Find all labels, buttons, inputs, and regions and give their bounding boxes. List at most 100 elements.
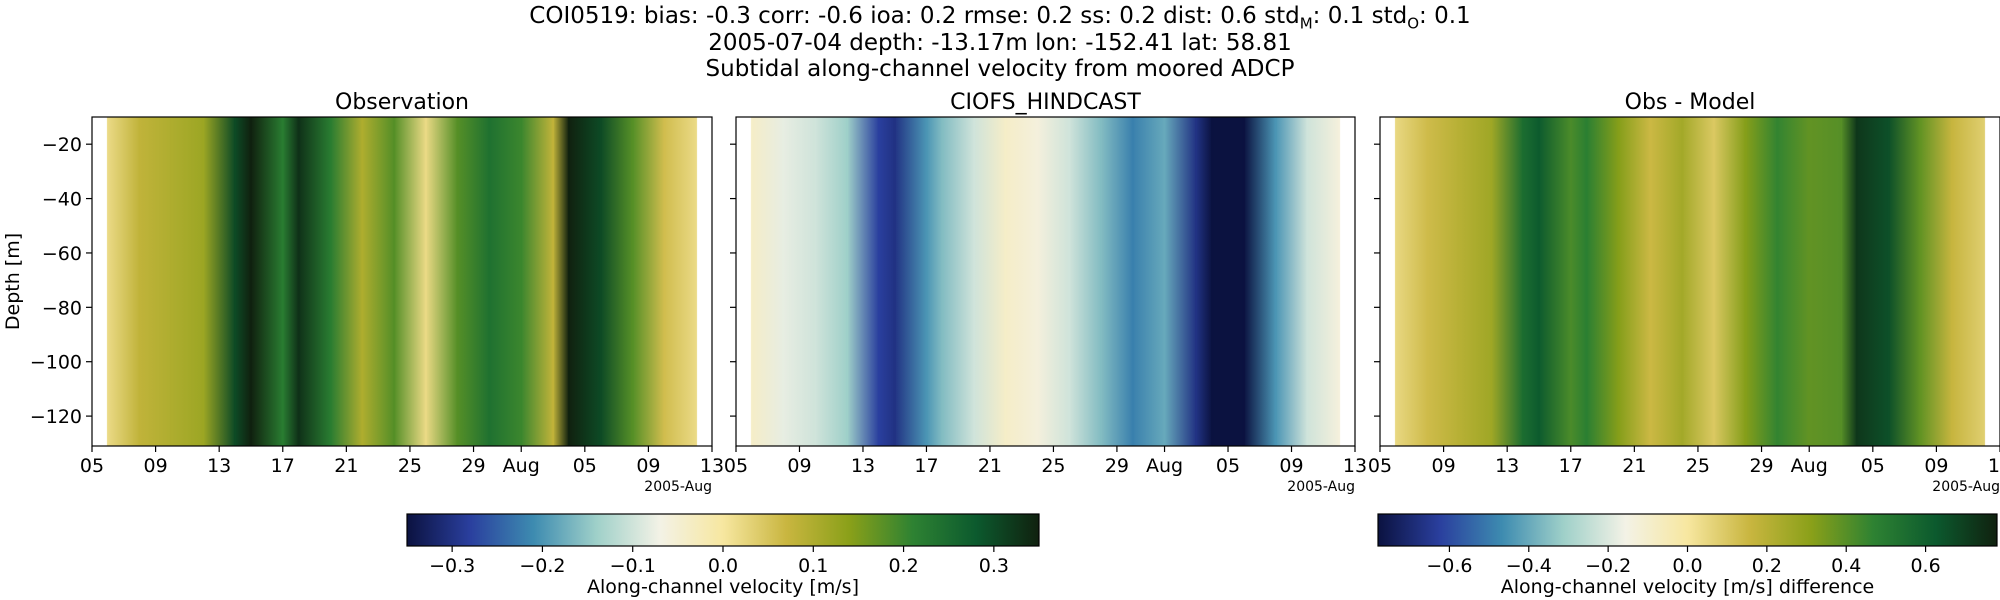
y-tick-label: −60: [42, 243, 82, 265]
heatmap-profile: [750, 117, 753, 446]
heatmap-profile: [138, 117, 141, 446]
x-tick-label: 13: [700, 455, 724, 477]
heatmap-profile: [1036, 117, 1039, 446]
heatmap-profile: [877, 117, 880, 446]
heatmap-profile: [1983, 117, 1986, 446]
x-tick-label: 13: [1988, 455, 2000, 477]
y-axis-label: Depth [m]: [2, 233, 24, 330]
title-std-subscript: M: [1299, 14, 1313, 33]
panel-difference: Obs - Model 05 09 13 17 21 25 29 Aug 05 09 13 2005-A…: [1368, 90, 2000, 495]
heatmap-profile: [1776, 117, 1779, 446]
colorbar-velocity: −0.3 −0.2 −0.1 0.0 0.1 0.2 0.3 Along-channel ve…: [406, 513, 1040, 598]
heatmap-profile: [1887, 117, 1890, 446]
x-tick-label: 09: [787, 455, 811, 477]
heatmap-profile: [297, 117, 300, 446]
colorbar-scale: [406, 513, 1040, 547]
heatmap-profile: [106, 117, 109, 446]
x-tick-label: 13: [1495, 455, 1519, 477]
heatmap-profile: [1712, 117, 1715, 446]
heatmap-profile: [1426, 117, 1429, 446]
colorbar-scale: [1377, 513, 1998, 547]
panel-title: Observation: [335, 90, 469, 115]
x-tick-label: 21: [1622, 455, 1646, 477]
x-tick-label: 13: [207, 455, 231, 477]
heatmap-profile: [599, 117, 602, 446]
heatmap-profile: [1394, 117, 1397, 446]
heatmap-profile: [1744, 117, 1747, 446]
x-tick-label: 05: [724, 455, 748, 477]
colorbar-tick-label: 0.0: [1672, 555, 1702, 577]
heatmap-field: [751, 117, 1340, 446]
x-tick-label: 09: [636, 455, 660, 477]
x-offset-label: 2005-Aug: [1932, 479, 2000, 495]
x-tick-label: 29: [1749, 455, 1773, 477]
heatmap-profile: [1306, 117, 1309, 446]
x-tick-label: 09: [143, 455, 167, 477]
colorbar-tick-label: −0.2: [1585, 555, 1631, 577]
heatmap-profile: [1585, 117, 1588, 446]
heatmap-profile: [1274, 117, 1277, 446]
heatmap-profile: [361, 117, 364, 446]
x-tick-label: Aug: [1146, 455, 1183, 477]
x-tick-label: 13: [1343, 455, 1367, 477]
heatmap-profile: [1522, 117, 1525, 446]
x-tick-label: 29: [461, 455, 485, 477]
heatmap-profile: [329, 117, 332, 446]
heatmap-profile: [1490, 117, 1493, 446]
colorbar-tick-label: 0.0: [708, 555, 738, 577]
x-tick-label: 17: [271, 455, 295, 477]
panel-title: Obs - Model: [1625, 90, 1756, 115]
title-metrics-text: COI0519: bias: -0.3 corr: -0.6 ioa: 0.2 …: [529, 3, 1300, 29]
heatmap-profile: [1163, 117, 1166, 446]
heatmap-profile: [1458, 117, 1461, 446]
colorbar-tick-label: −0.6: [1426, 555, 1472, 577]
x-tick-label: 21: [978, 455, 1002, 477]
heatmap-profile: [424, 117, 427, 446]
panel-model: CIOFS_HINDCAST 05 09 13 17 21 25 29 Aug 05 09 13 200…: [724, 90, 1367, 495]
x-tick-label: 09: [1431, 455, 1455, 477]
x-tick-label: 17: [1559, 455, 1583, 477]
heatmap-profile: [1195, 117, 1198, 446]
heatmap-profile: [567, 117, 570, 446]
x-offset-label: 2005-Aug: [1287, 479, 1355, 495]
heatmap-profile: [1131, 117, 1134, 446]
colorbar-difference: −0.6 −0.4 −0.2 0.0 0.2 0.4 0.6 Along-channel ve…: [1377, 513, 1998, 598]
heatmap-profile: [1338, 117, 1341, 446]
colorbar-tick-label: −0.2: [519, 555, 565, 577]
heatmap-profile: [520, 117, 523, 446]
heatmap-profile: [552, 117, 555, 446]
heatmap-profile: [1004, 117, 1007, 446]
heatmap-profile: [202, 117, 205, 446]
colorbar-tick-label: −0.1: [610, 555, 656, 577]
axes-frame: [91, 116, 713, 447]
heatmap-profile: [488, 117, 491, 446]
colorbar-tick-label: −0.3: [429, 555, 475, 577]
y-tick-label: −80: [42, 297, 82, 319]
heatmap-profile: [1649, 117, 1652, 446]
x-tick-label: 05: [80, 455, 104, 477]
x-tick-label: 25: [398, 455, 422, 477]
colorbar-label: Along-channel velocity [m/s]: [587, 576, 859, 598]
figure-title-station: 2005-07-04 depth: -13.17m lon: -152.41 l…: [708, 30, 1292, 56]
heatmap-profile: [814, 117, 817, 446]
x-tick-label: 17: [914, 455, 938, 477]
colorbar-label: Along-channel velocity [m/s] difference: [1501, 576, 1874, 598]
y-tick-label: −20: [42, 134, 82, 156]
heatmap-profile: [393, 117, 396, 446]
heatmap-profile: [846, 117, 849, 446]
panel-observation: Observation −20 −40 −60 −80 −100 −120 05 09 13 17 2…: [2, 90, 724, 495]
heatmap-profile: [695, 117, 698, 446]
colorbar-tick-label: −0.4: [1506, 555, 1552, 577]
heatmap-field: [107, 117, 697, 446]
axes-frame: [735, 116, 1356, 447]
heatmap-profile: [1100, 117, 1103, 446]
axes-frame: [1379, 116, 2000, 447]
x-tick-label: 05: [573, 455, 597, 477]
heatmap-profile: [631, 117, 634, 446]
panel-title: CIOFS_HINDCAST: [950, 90, 1141, 115]
colorbar-tick-label: 0.2: [1752, 555, 1782, 577]
heatmap-profile: [170, 117, 173, 446]
x-tick-label: 05: [1368, 455, 1392, 477]
heatmap-profile: [1617, 117, 1620, 446]
colorbar-tick-label: 0.6: [1910, 555, 1940, 577]
